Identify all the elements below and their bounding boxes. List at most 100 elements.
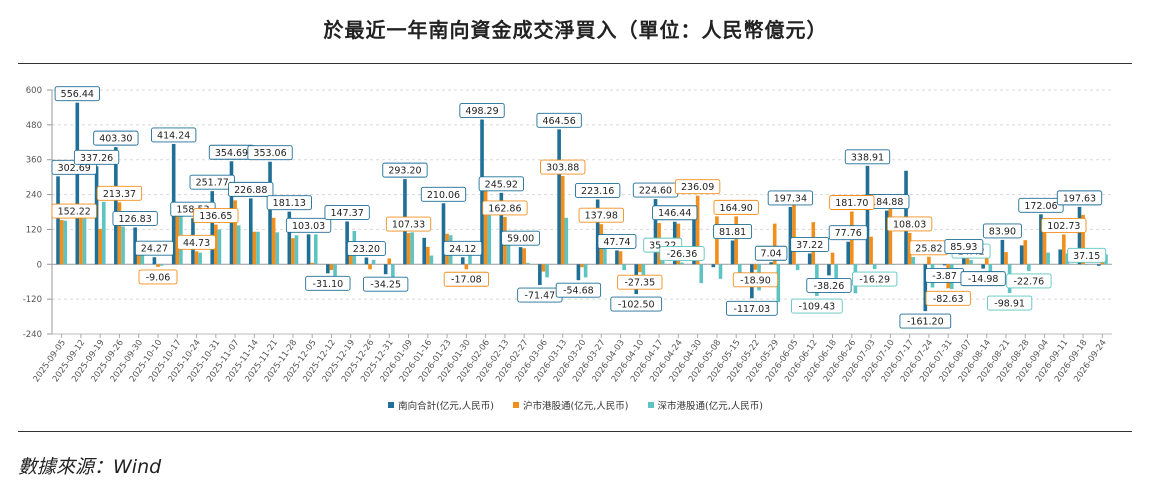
svg-text:-82.63: -82.63 [933, 294, 964, 305]
svg-text:353.06: 353.06 [253, 148, 286, 159]
legend-item-sz: 深市港股通(亿元,人民币) [647, 398, 763, 412]
bar-2-26 [564, 217, 569, 265]
bar-1-33 [695, 195, 700, 265]
data-label: 7.04 [754, 245, 788, 261]
bar-2-5 [159, 264, 164, 266]
bar-0-3 [114, 147, 118, 265]
bar-1-30 [638, 264, 642, 273]
svg-text:-3.87: -3.87 [932, 271, 957, 282]
bar-0-43 [884, 210, 889, 265]
bar-1-26 [560, 176, 565, 265]
bar-1-42 [869, 236, 873, 265]
bottom-rule [18, 431, 1132, 432]
bar-1-49 [1004, 252, 1008, 265]
svg-text:108.03: 108.03 [893, 219, 926, 230]
bar-0-40 [827, 264, 831, 276]
legend-label-sh: 沪市港股通(亿元,人民币) [523, 401, 629, 412]
bar-1-47 [965, 255, 970, 265]
svg-text:223.16: 223.16 [581, 186, 614, 197]
bar-0-29 [615, 250, 619, 265]
bar-0-37 [769, 262, 773, 265]
data-label: 172.06 [1018, 197, 1064, 213]
bar-2-21 [468, 252, 472, 265]
bar-1-52 [1062, 234, 1066, 265]
bar-2-53 [1084, 264, 1089, 265]
bar-2-35 [737, 264, 742, 279]
data-label: 47.74 [597, 233, 637, 249]
data-label: 181.13 [266, 195, 312, 211]
svg-text:197.34: 197.34 [774, 193, 807, 204]
bar-2-29 [622, 264, 626, 271]
bar-1-25 [541, 264, 546, 272]
bar-1-19 [426, 246, 430, 265]
data-label: -9.06 [138, 269, 178, 285]
data-label: -31.10 [305, 275, 351, 291]
legend-label-sz: 深市港股通(亿元,人民币) [657, 401, 763, 412]
svg-text:-34.25: -34.25 [370, 280, 401, 291]
svg-text:-14.98: -14.98 [968, 274, 999, 285]
data-label: 162.86 [482, 200, 528, 216]
svg-text:-16.29: -16.29 [859, 275, 890, 286]
bar-2-32 [680, 262, 684, 265]
bar-1-3 [117, 202, 122, 265]
data-label: 464.56 [536, 112, 582, 128]
data-label: 164.90 [713, 199, 759, 215]
bar-0-39 [807, 253, 812, 265]
svg-text:-18.90: -18.90 [740, 275, 771, 286]
svg-text:-26.36: -26.36 [667, 249, 698, 260]
svg-text:354.69: 354.69 [215, 148, 248, 159]
svg-text:107.33: 107.33 [392, 220, 425, 231]
svg-text:197.63: 197.63 [1063, 193, 1096, 204]
svg-text:137.98: 137.98 [585, 211, 618, 222]
data-label: 37.22 [790, 237, 830, 252]
bar-0-5 [152, 257, 157, 265]
data-label: 147.37 [324, 205, 370, 220]
data-label: 213.37 [96, 185, 143, 201]
svg-text:103.03: 103.03 [292, 221, 325, 232]
bar-2-25 [545, 264, 549, 278]
data-label: 102.73 [1041, 217, 1087, 233]
bar-0-26 [557, 129, 561, 265]
svg-text:164.90: 164.90 [720, 203, 753, 214]
bar-2-2 [101, 201, 106, 265]
bar-2-50 [1027, 264, 1031, 271]
svg-text:85.93: 85.93 [950, 242, 977, 253]
bar-2-34 [718, 264, 723, 279]
bar-1-5 [156, 264, 160, 267]
svg-text:83.90: 83.90 [989, 226, 1016, 237]
y-tick-label: 0 [37, 260, 42, 270]
svg-text:245.92: 245.92 [485, 179, 518, 190]
bar-1-13 [310, 262, 314, 265]
bar-0-22 [480, 119, 484, 265]
data-label: -27.35 [617, 274, 663, 290]
data-label: 210.06 [420, 186, 467, 202]
data-label: -117.03 [726, 300, 778, 316]
bar-1-50 [1023, 240, 1028, 265]
svg-text:-38.26: -38.26 [814, 281, 845, 292]
legend-swatch-total [388, 402, 395, 408]
bar-2-9 [236, 225, 241, 265]
y-tick-label: 360 [26, 156, 42, 166]
bar-2-18 [410, 232, 414, 265]
bar-1-29 [618, 251, 623, 265]
chart-legend: 南向合計(亿元,人民币) 沪市港股通(亿元,人民币) 深市港股通(亿元,人民币) [0, 398, 1151, 412]
bar-0-16 [364, 257, 369, 265]
bar-1-27 [580, 264, 584, 268]
svg-text:136.65: 136.65 [199, 211, 232, 222]
data-label: -71.47 [517, 287, 563, 303]
legend-item-sh: 沪市港股通(亿元,人民币) [513, 398, 628, 412]
svg-text:-31.10: -31.10 [313, 279, 344, 290]
svg-text:213.37: 213.37 [103, 189, 136, 200]
svg-text:158.53: 158.53 [176, 205, 209, 216]
bar-2-48 [988, 264, 993, 276]
bar-0-50 [1019, 245, 1024, 265]
bar-1-34 [715, 216, 719, 265]
bar-1-38 [792, 203, 796, 265]
svg-text:556.44: 556.44 [61, 89, 94, 100]
svg-text:-98.91: -98.91 [994, 299, 1025, 310]
bar-0-49 [1000, 239, 1005, 265]
bar-2-24 [525, 262, 530, 265]
bar-0-28 [595, 199, 600, 265]
bar-0-8 [210, 191, 215, 265]
data-label: -14.98 [960, 271, 1006, 287]
